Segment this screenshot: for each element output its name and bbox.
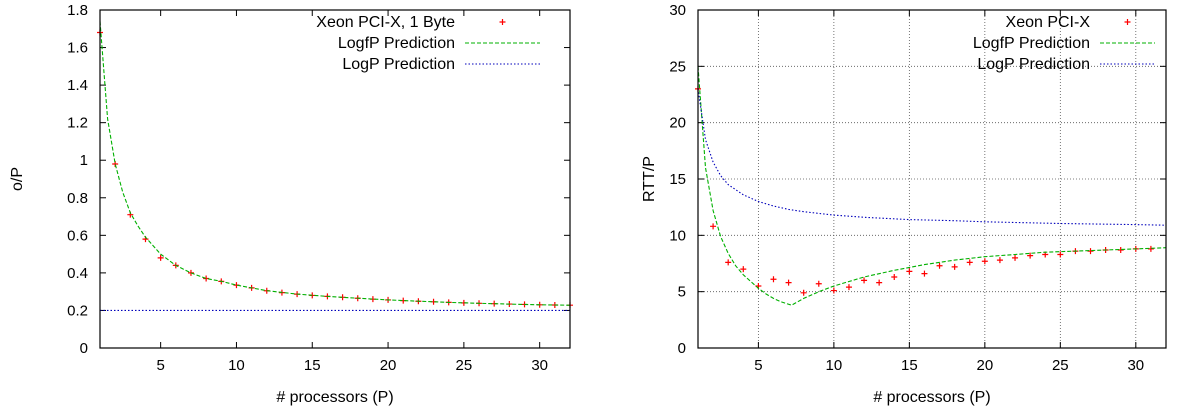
data-point xyxy=(770,276,777,283)
y-tick-label: 0 xyxy=(678,340,686,357)
legend-label: Xeon PCI-X xyxy=(1006,14,1091,31)
data-point xyxy=(785,279,792,286)
x-axis-title: # processors (P) xyxy=(873,389,990,406)
y-tick-label: 1.2 xyxy=(67,115,88,132)
legend-marker xyxy=(1124,19,1131,25)
legend-label: Xeon PCI-X, 1 Byte xyxy=(316,14,455,31)
x-tick-label: 15 xyxy=(901,357,918,374)
data-point xyxy=(876,279,883,286)
data-point xyxy=(906,268,913,275)
y-tick-label: 20 xyxy=(669,115,686,132)
x-tick-label: 10 xyxy=(826,357,843,374)
x-tick-label: 30 xyxy=(531,357,548,374)
x-tick-label: 20 xyxy=(380,357,397,374)
x-tick-label: 5 xyxy=(156,357,164,374)
y-tick-label: 0.8 xyxy=(67,190,88,207)
y-tick-label: 0.4 xyxy=(67,265,88,282)
legend-label: LogfP Prediction xyxy=(973,35,1090,52)
x-tick-label: 25 xyxy=(1052,357,1069,374)
y-axis-title: RTT/P xyxy=(641,156,658,202)
x-tick-label: 25 xyxy=(456,357,473,374)
data-point xyxy=(891,274,898,281)
chart-rtt-per-p: 5 10 15 20 25 30 0 5 10 15 20 25 30 # processors (P) R… xyxy=(641,2,1167,406)
logp-prediction-line xyxy=(697,88,1167,226)
y-tick-label: 10 xyxy=(669,227,686,244)
x-tick-label: 15 xyxy=(304,357,321,374)
data-point xyxy=(861,277,868,284)
y-tick-label: 1.4 xyxy=(67,77,88,94)
x-tick-label: 10 xyxy=(228,357,245,374)
y-tick-label: 0.2 xyxy=(67,302,88,319)
data-point xyxy=(845,284,852,291)
y-tick-label: 1.6 xyxy=(67,40,88,57)
y-tick-label: 0 xyxy=(80,340,88,357)
legend-label: LogfP Prediction xyxy=(338,35,455,52)
legend-label: LogP Prediction xyxy=(977,56,1090,73)
y-tick-label: 1 xyxy=(80,152,88,169)
data-point xyxy=(725,259,732,266)
y-tick-label: 30 xyxy=(669,2,686,19)
x-tick-label: 5 xyxy=(754,357,762,374)
y-tick-label: 15 xyxy=(669,171,686,188)
data-point xyxy=(966,259,973,266)
data-point xyxy=(996,257,1003,264)
data-point xyxy=(951,263,958,270)
data-point xyxy=(1057,251,1064,258)
plot-frame xyxy=(697,9,1167,349)
x-tick-label: 20 xyxy=(976,357,993,374)
chart-o-per-p: 5 10 15 20 25 30 0 0.2 0.4 0.6 0.8 1 1.2 1.4 1.6 1.8 # p… xyxy=(9,2,573,406)
x-tick-label: 30 xyxy=(1127,357,1144,374)
plot-frame xyxy=(99,9,571,349)
data-point xyxy=(981,258,988,265)
data-point xyxy=(157,254,164,261)
x-axis-title: # processors (P) xyxy=(276,389,393,406)
data-point xyxy=(830,287,837,294)
y-tick-label: 5 xyxy=(678,284,686,301)
data-point xyxy=(815,280,822,287)
y-axis-title: o/P xyxy=(9,167,26,191)
data-point xyxy=(921,270,928,277)
data-point xyxy=(800,289,807,296)
data-point xyxy=(1012,254,1019,261)
y-tick-label: 25 xyxy=(669,58,686,75)
legend-label: LogP Prediction xyxy=(342,56,455,73)
data-point xyxy=(936,262,943,269)
legend-marker xyxy=(499,19,506,25)
data-point xyxy=(740,266,747,273)
logfp-prediction-line xyxy=(99,21,571,306)
data-point xyxy=(1027,252,1034,259)
y-tick-label: 1.8 xyxy=(67,2,88,19)
y-tick-label: 0.6 xyxy=(67,227,88,244)
data-point xyxy=(710,223,717,230)
logfp-prediction-line xyxy=(697,66,1167,306)
